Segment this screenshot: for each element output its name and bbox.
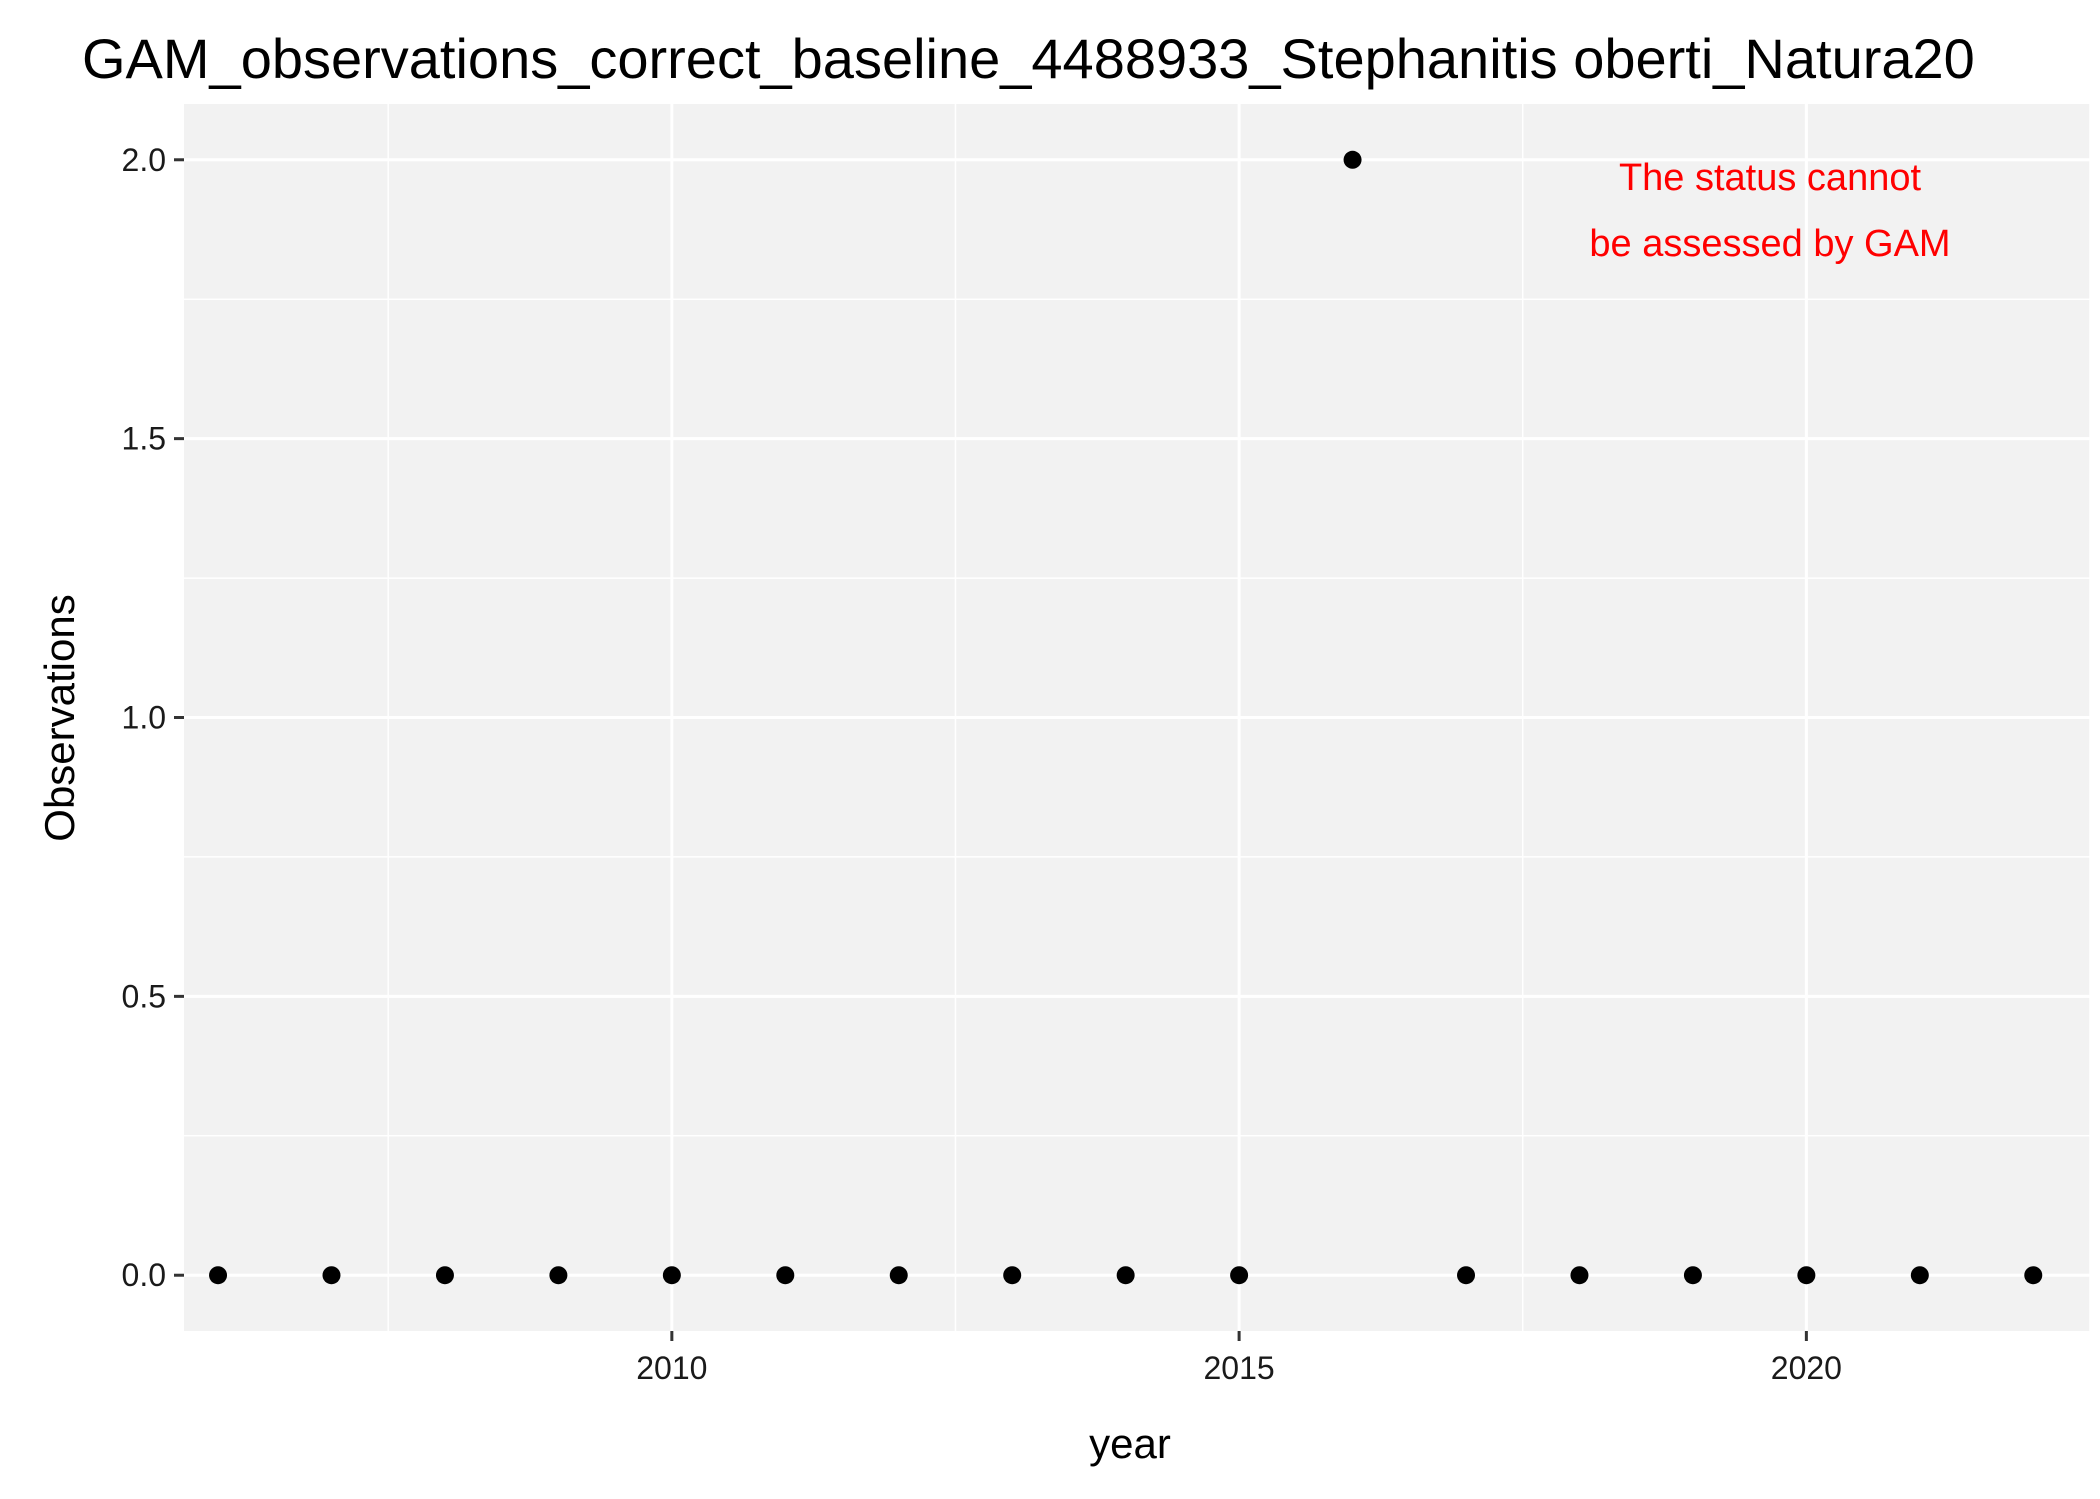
- y-tick-label: 1.5: [122, 421, 166, 457]
- data-point: [2024, 1266, 2043, 1285]
- y-tick-label: 0.0: [122, 1257, 166, 1293]
- x-axis: 2010 2015 2020: [636, 1331, 1842, 1386]
- data-point: [1683, 1266, 1702, 1285]
- y-tick-label: 1.0: [122, 700, 166, 736]
- x-tick-label: 2020: [1771, 1350, 1842, 1386]
- data-point: [435, 1266, 454, 1285]
- data-point: [662, 1266, 681, 1285]
- major-gridlines: [184, 104, 2090, 1331]
- data-point: [1910, 1266, 1929, 1285]
- y-tick-label: 2.0: [122, 142, 166, 178]
- data-point: [889, 1266, 908, 1285]
- data-point: [1797, 1266, 1816, 1285]
- data-point: [1230, 1266, 1249, 1285]
- x-tick-label: 2010: [636, 1350, 707, 1386]
- data-point: [549, 1266, 568, 1285]
- y-axis-title: Observations: [36, 594, 83, 841]
- annotation-line: be assessed by GAM: [1589, 223, 1950, 265]
- status-annotation: The status cannot be assessed by GAM: [1589, 157, 1950, 265]
- data-point: [1570, 1266, 1589, 1285]
- x-axis-title: year: [1089, 1420, 1171, 1467]
- data-point: [209, 1266, 228, 1285]
- y-tick-label: 0.5: [122, 978, 166, 1014]
- data-points: [209, 150, 2043, 1285]
- annotation-line: The status cannot: [1619, 157, 1922, 199]
- x-tick-label: 2015: [1204, 1350, 1275, 1386]
- y-axis: 0.0 0.5 1.0 1.5 2.0: [122, 142, 184, 1293]
- data-point: [1457, 1266, 1476, 1285]
- chart-title: GAM_observations_correct_baseline_448893…: [82, 27, 1975, 90]
- data-point: [1003, 1266, 1022, 1285]
- data-point: [1116, 1266, 1135, 1285]
- data-point: [322, 1266, 341, 1285]
- data-point: [776, 1266, 795, 1285]
- data-point: [1343, 150, 1362, 169]
